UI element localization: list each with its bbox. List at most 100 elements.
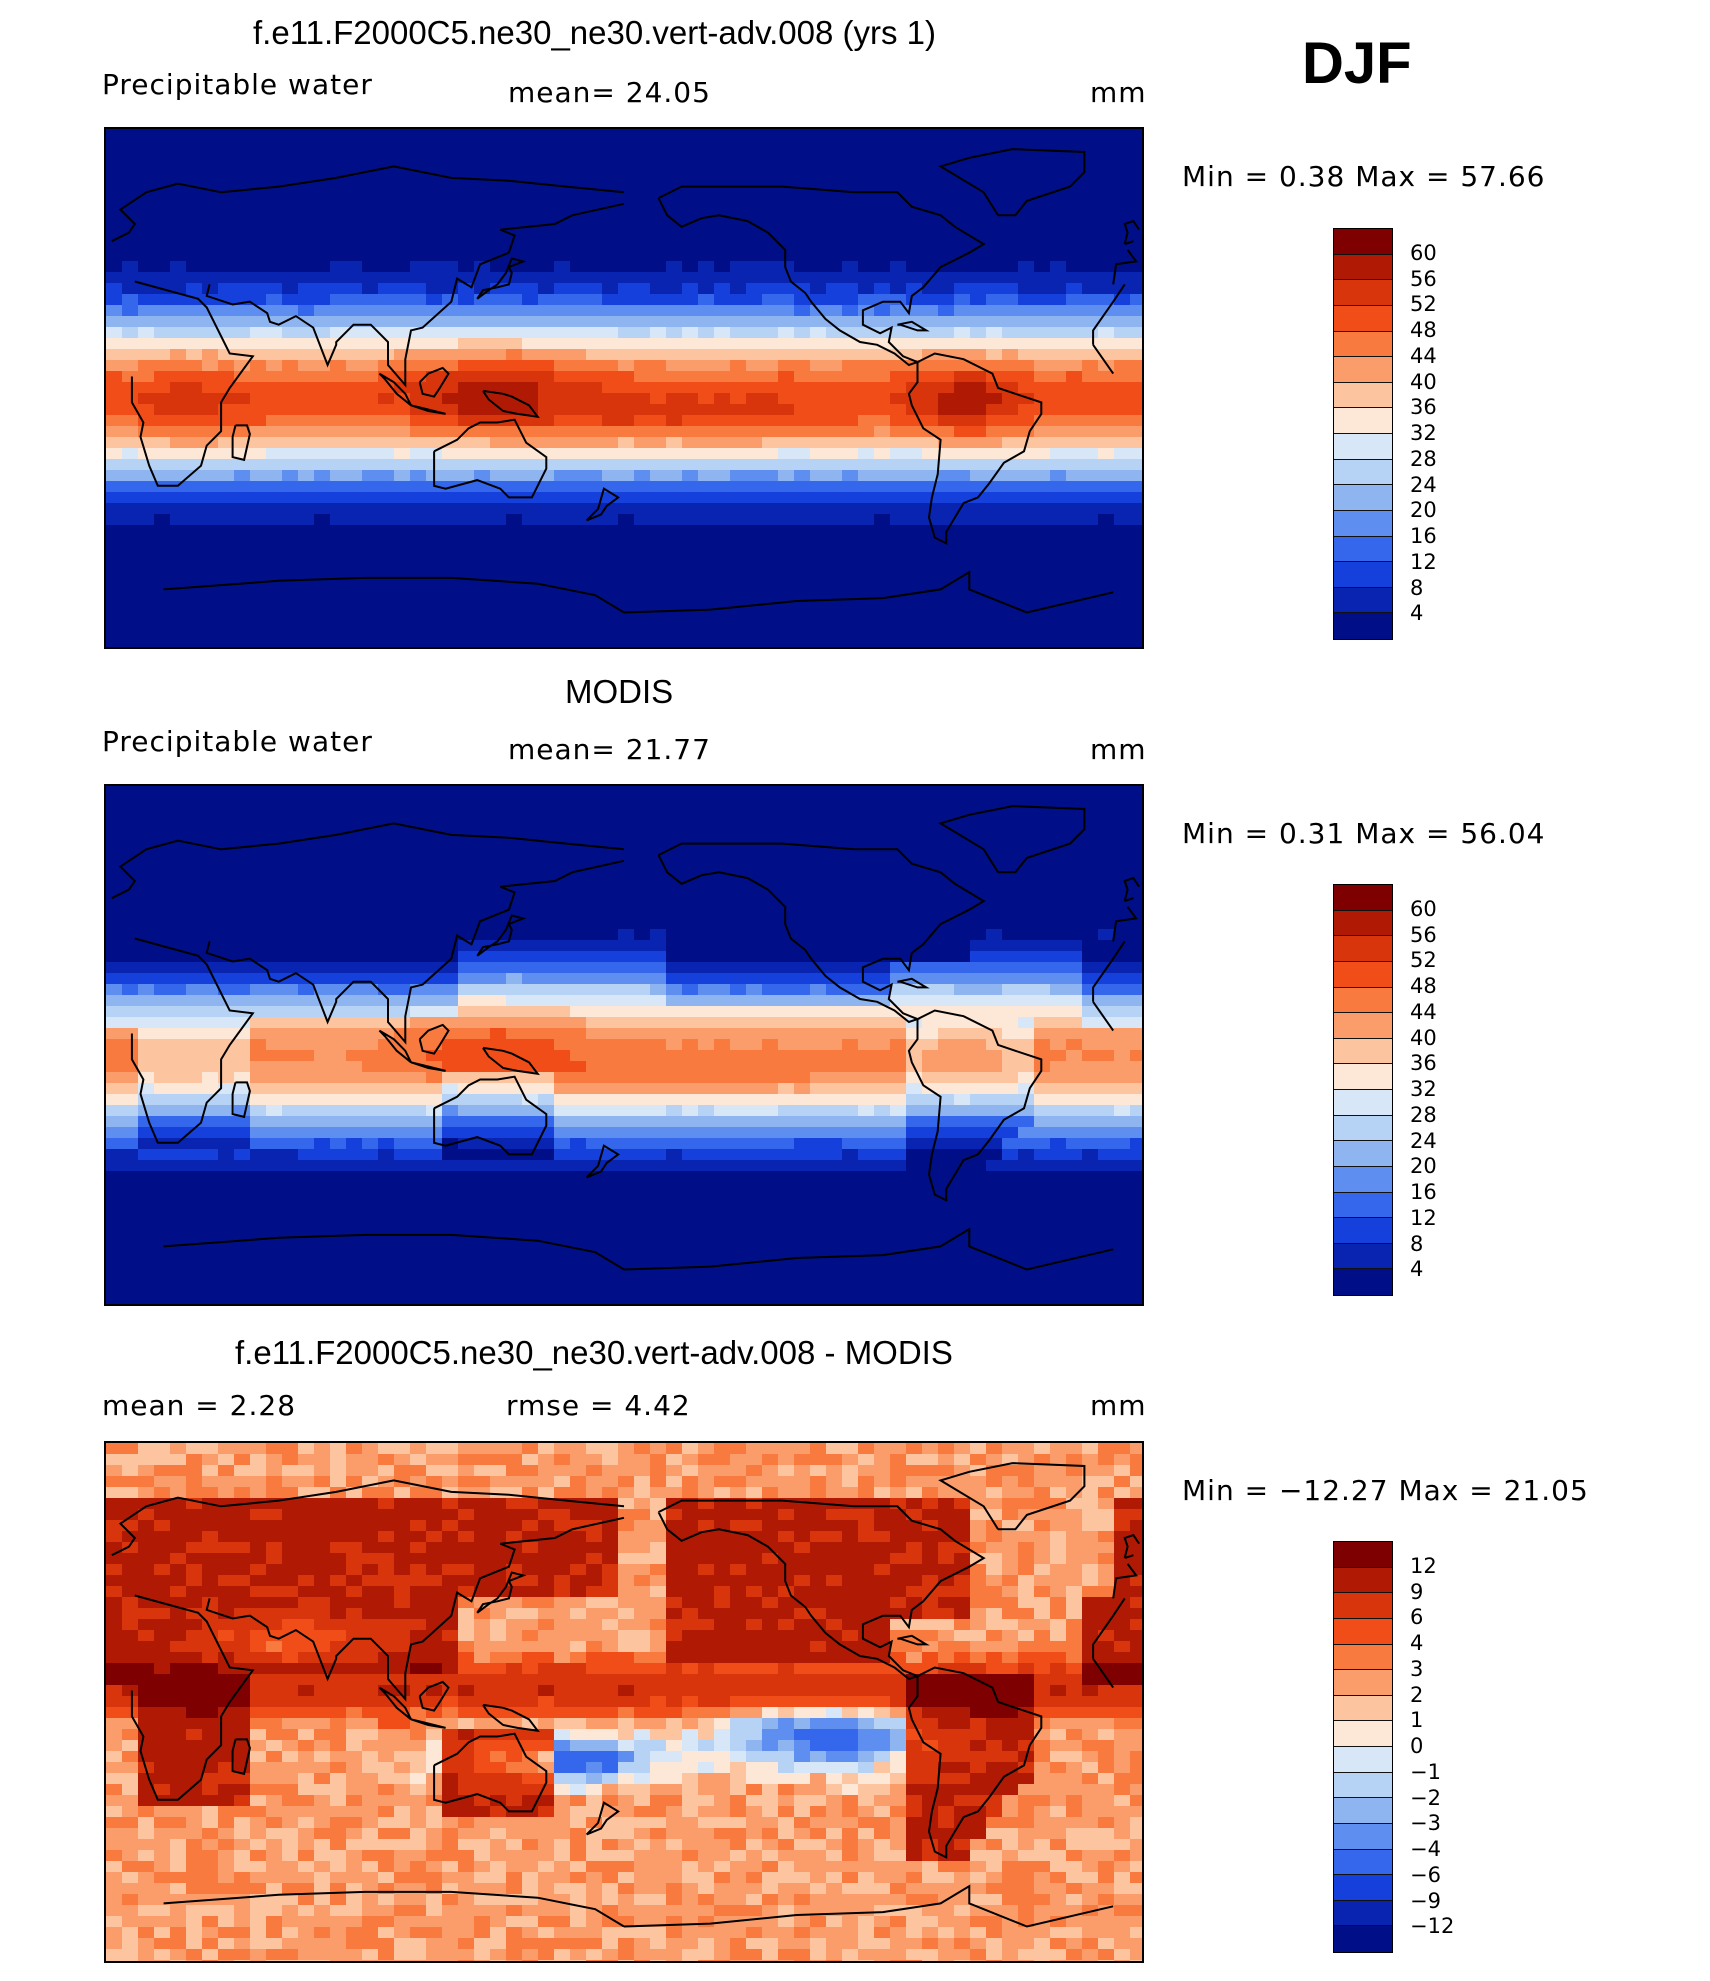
field-cell	[714, 481, 731, 493]
field-cell	[154, 602, 171, 614]
field-cell	[618, 547, 635, 559]
field-cell	[218, 272, 235, 284]
field-cell	[874, 830, 891, 842]
field-cell	[186, 503, 203, 515]
field-cell	[442, 305, 459, 317]
field-cell	[858, 929, 875, 941]
field-cell	[650, 404, 667, 416]
field-cell	[282, 514, 299, 526]
field-cell	[1082, 1061, 1099, 1073]
field-cell	[234, 272, 251, 284]
field-cell	[330, 184, 347, 196]
field-cell	[1066, 973, 1083, 985]
field-cell	[346, 984, 363, 996]
field-cell	[586, 940, 603, 952]
field-cell	[570, 426, 587, 438]
field-cell	[1098, 239, 1115, 251]
field-cell	[858, 808, 875, 820]
field-cell	[250, 217, 267, 229]
field-cell	[634, 591, 651, 603]
field-cell	[330, 360, 347, 372]
field-cell	[490, 547, 507, 559]
field-cell	[330, 217, 347, 229]
field-cell	[650, 195, 667, 207]
field-cell	[266, 129, 283, 141]
field-cell	[826, 393, 843, 405]
field-cell	[746, 951, 763, 963]
field-cell	[138, 613, 155, 625]
field-cell	[298, 613, 315, 625]
field-cell	[746, 173, 763, 185]
field-cell	[186, 918, 203, 930]
field-cell	[570, 602, 587, 614]
field-cell	[250, 470, 267, 482]
field-cell	[266, 371, 283, 383]
field-cell	[490, 885, 507, 897]
field-cell	[1066, 217, 1083, 229]
field-cell	[906, 918, 923, 930]
field-cell	[282, 129, 299, 141]
field-cell	[1018, 283, 1035, 295]
field-cell	[986, 140, 1003, 152]
field-cell	[1098, 316, 1115, 328]
field-cell	[506, 162, 523, 174]
field-cell	[154, 393, 171, 405]
field-cell	[938, 907, 955, 919]
field-cell	[554, 360, 571, 372]
field-cell	[170, 151, 187, 163]
field-cell	[330, 624, 347, 636]
field-cell	[1050, 984, 1067, 996]
field-cell	[1098, 514, 1115, 526]
field-cell	[378, 239, 395, 251]
field-cell	[298, 338, 315, 350]
field-cell	[170, 646, 187, 647]
field-cell	[106, 360, 123, 372]
field-cell	[298, 536, 315, 548]
field-cell	[426, 995, 443, 1007]
field-cell	[250, 602, 267, 614]
field-cell	[1130, 492, 1142, 504]
field-cell	[1066, 206, 1083, 218]
field-cell	[522, 459, 539, 471]
field-cell	[778, 1017, 795, 1029]
field-cell	[138, 786, 155, 798]
field-cell	[906, 907, 923, 919]
field-cell	[170, 228, 187, 240]
field-cell	[282, 349, 299, 361]
field-cell	[954, 635, 971, 647]
field-cell	[426, 929, 443, 941]
field-cell	[1002, 525, 1019, 537]
field-cell	[554, 907, 571, 919]
field-cell	[730, 382, 747, 394]
field-cell	[378, 514, 395, 526]
field-cell	[1098, 129, 1115, 141]
field-cell	[570, 940, 587, 952]
field-cell	[698, 613, 715, 625]
field-cell	[298, 250, 315, 262]
field-cell	[858, 140, 875, 152]
field-cell	[874, 602, 891, 614]
field-cell	[314, 1072, 331, 1084]
field-cell	[666, 863, 683, 875]
field-cell	[170, 503, 187, 515]
field-cell	[202, 1006, 219, 1018]
field-cell	[954, 973, 971, 985]
field-cell	[186, 283, 203, 295]
field-cell	[186, 140, 203, 152]
field-cell	[426, 525, 443, 537]
field-cell	[538, 349, 555, 361]
field-cell	[746, 558, 763, 570]
field-cell	[522, 415, 539, 427]
field-cell	[986, 918, 1003, 930]
field-cell	[746, 426, 763, 438]
field-cell	[794, 525, 811, 537]
field-cell	[874, 841, 891, 853]
field-cell	[650, 514, 667, 526]
field-cell	[714, 591, 731, 603]
field-cell	[714, 852, 731, 864]
field-cell	[858, 602, 875, 614]
field-cell	[778, 536, 795, 548]
field-cell	[378, 316, 395, 328]
field-cell	[250, 404, 267, 416]
field-cell	[762, 492, 779, 504]
